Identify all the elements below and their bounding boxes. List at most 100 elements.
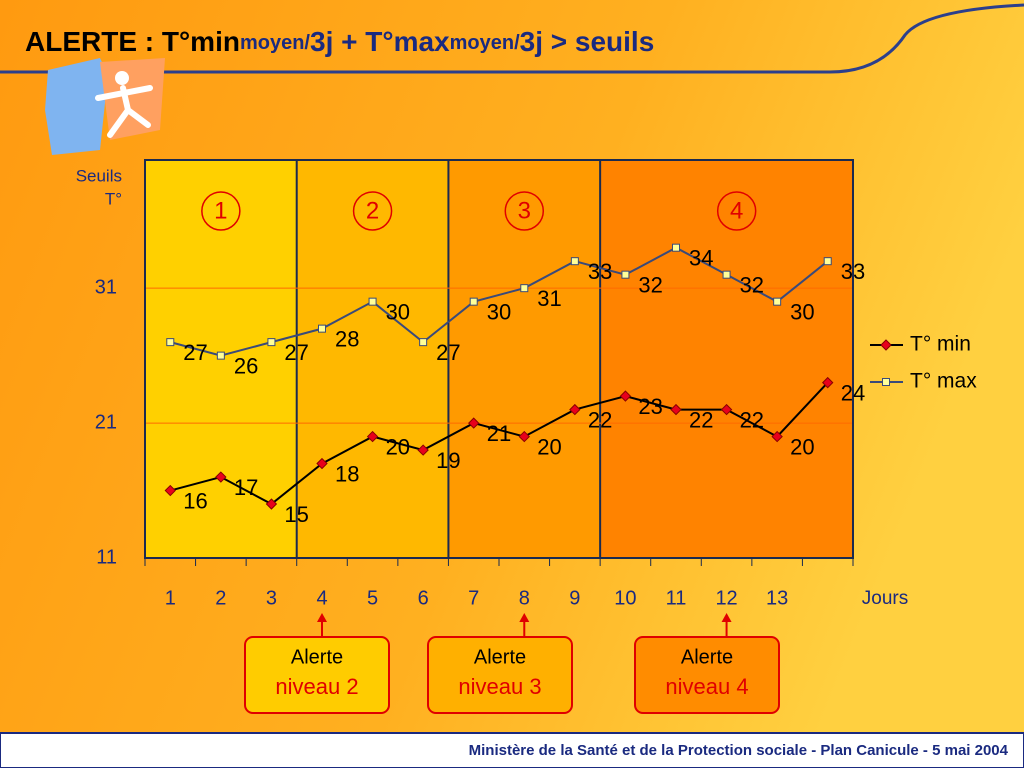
data-label: 28 [335,326,359,351]
legend-label: T° max [910,370,977,393]
zone [600,160,853,558]
title-part: moyen/ [450,32,520,54]
chart-title: ALERTE : T°minmoyen/3j + T°maxmoyen/3j >… [25,26,654,57]
x-tick-label: 10 [614,587,636,609]
data-label: 32 [740,272,764,297]
data-point [621,270,630,279]
zone [448,160,601,558]
x-tick-label: 4 [316,587,327,609]
data-point [773,297,782,306]
data-point [267,338,276,347]
data-point [316,457,328,470]
alert-arrowhead [519,613,530,622]
data-point [619,390,632,402]
x-tick-label: 2 [215,587,226,609]
data-point [670,403,682,416]
data-point [822,376,834,389]
data-label: 27 [284,340,308,365]
data-label: 30 [790,299,814,324]
data-label: 20 [537,434,561,459]
alert-box [244,636,390,714]
alert-line2: niveau 3 [458,674,541,699]
data-label: 19 [436,448,460,473]
y-tick-label: 31 [95,276,117,298]
alert-box [427,636,573,714]
data-point [569,403,581,416]
x-tick-label: 9 [569,587,580,609]
logo [45,58,165,155]
data-point [468,417,480,429]
data-label: 30 [386,299,410,324]
series-line [170,381,829,506]
legend-label: T° min [910,333,971,356]
x-axis-label: Jours [862,588,908,609]
data-point [417,444,429,456]
data-point [215,471,227,483]
title-part: 3j > seuils [520,26,655,57]
data-label: 22 [740,407,764,432]
data-label: 31 [537,286,561,311]
data-label: 26 [234,353,258,378]
x-tick-label: 1 [165,587,176,609]
data-point [419,338,428,347]
x-tick-label: 8 [519,587,530,609]
zone-circle [352,191,393,231]
title-swoosh [0,3,1024,74]
alert-line1: Alerte [474,646,526,668]
data-point [720,403,733,416]
x-tick-label: 11 [666,587,687,609]
data-label: 33 [588,259,612,284]
zone-circle [716,191,757,231]
alert-line1: Alerte [291,646,343,668]
x-tick-label: 12 [715,587,737,609]
legend-marker [882,378,890,386]
data-label: 16 [183,488,207,513]
alert-arrowhead [317,613,327,622]
data-label: 22 [689,407,713,432]
x-tick-label: 6 [418,587,429,609]
data-point [570,257,579,266]
x-tick-label: 5 [367,587,378,609]
data-label: 30 [487,299,511,324]
data-label: 23 [638,394,662,419]
data-label: 20 [790,434,814,459]
data-point [469,297,478,306]
alert-line1: Alerte [681,646,733,668]
data-point [823,257,832,266]
title-part: moyen/ [240,32,310,54]
data-point [722,270,731,279]
zone-label: 1 [214,197,227,224]
zone-label: 4 [730,197,743,224]
footer-text: Ministère de la Santé et de la Protectio… [469,742,1009,759]
data-label: 27 [183,340,207,365]
alert-line2: niveau 2 [275,674,358,699]
data-point [166,338,175,347]
y-tick-label: 21 [95,411,117,433]
title-part: ALERTE : T°min [25,26,240,57]
data-point [366,430,379,443]
data-point [771,430,783,443]
y-tick-label: 11 [96,546,117,568]
data-point [672,243,680,252]
y-axis-label: T° [105,189,122,208]
data-point [318,324,326,333]
title-part: 3j + T°max [310,26,450,57]
data-label: 32 [638,272,662,297]
data-point [265,498,278,510]
zone [296,160,449,558]
data-label: 34 [689,246,713,271]
data-label: 24 [841,380,865,405]
x-tick-label: 7 [468,587,479,609]
series-line [170,246,829,357]
data-label: 22 [588,407,612,432]
alert-box [634,636,780,714]
zone-label: 3 [518,197,531,224]
y-axis-label: Seuils [76,166,122,185]
data-point [520,284,529,293]
data-point [164,484,176,497]
data-label: 18 [335,461,359,486]
zone-circle [504,191,545,231]
zone-label: 2 [366,197,379,224]
data-label: 17 [234,475,258,500]
